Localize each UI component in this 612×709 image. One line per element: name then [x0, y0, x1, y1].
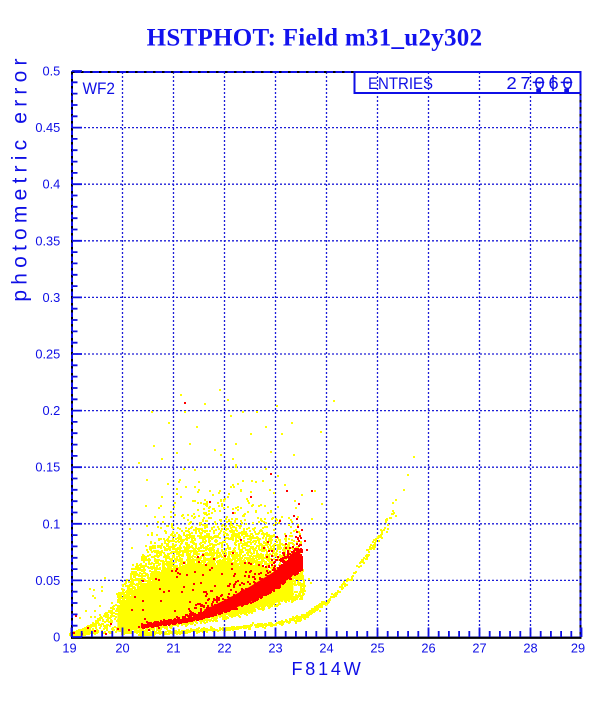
- svg-text:0.25: 0.25: [35, 347, 60, 362]
- svg-text:0.45: 0.45: [35, 120, 60, 135]
- svg-text:28: 28: [523, 641, 537, 656]
- svg-text:HSTPHOT: Field m31_u2y302: HSTPHOT: Field m31_u2y302: [147, 25, 483, 52]
- svg-text:0.3: 0.3: [43, 290, 61, 305]
- svg-text:0.2: 0.2: [43, 403, 61, 418]
- svg-text:21: 21: [166, 641, 180, 656]
- svg-text:27: 27: [472, 641, 486, 656]
- svg-text:0.35: 0.35: [35, 233, 60, 248]
- svg-text:WF2: WF2: [83, 79, 116, 98]
- svg-text:0: 0: [53, 630, 60, 645]
- svg-text:22: 22: [217, 641, 231, 656]
- svg-text:0.1: 0.1: [43, 516, 61, 531]
- svg-text:20: 20: [115, 641, 129, 656]
- svg-text:photometric error: photometric error: [9, 53, 32, 301]
- svg-text:25: 25: [370, 641, 384, 656]
- svg-text:F814W: F814W: [291, 659, 363, 679]
- svg-text:ENTRIES: ENTRIES: [368, 74, 433, 93]
- svg-text:23: 23: [268, 641, 282, 656]
- svg-text:29: 29: [571, 641, 585, 656]
- svg-text:0.5: 0.5: [43, 64, 61, 79]
- svg-text:0.05: 0.05: [35, 573, 60, 588]
- svg-text:26: 26: [421, 641, 435, 656]
- svg-text:0.4: 0.4: [43, 177, 61, 192]
- svg-text:24: 24: [319, 641, 333, 656]
- svg-text:27060: 27060: [506, 74, 576, 95]
- svg-text:0.15: 0.15: [35, 460, 60, 475]
- svg-text:19: 19: [62, 641, 76, 656]
